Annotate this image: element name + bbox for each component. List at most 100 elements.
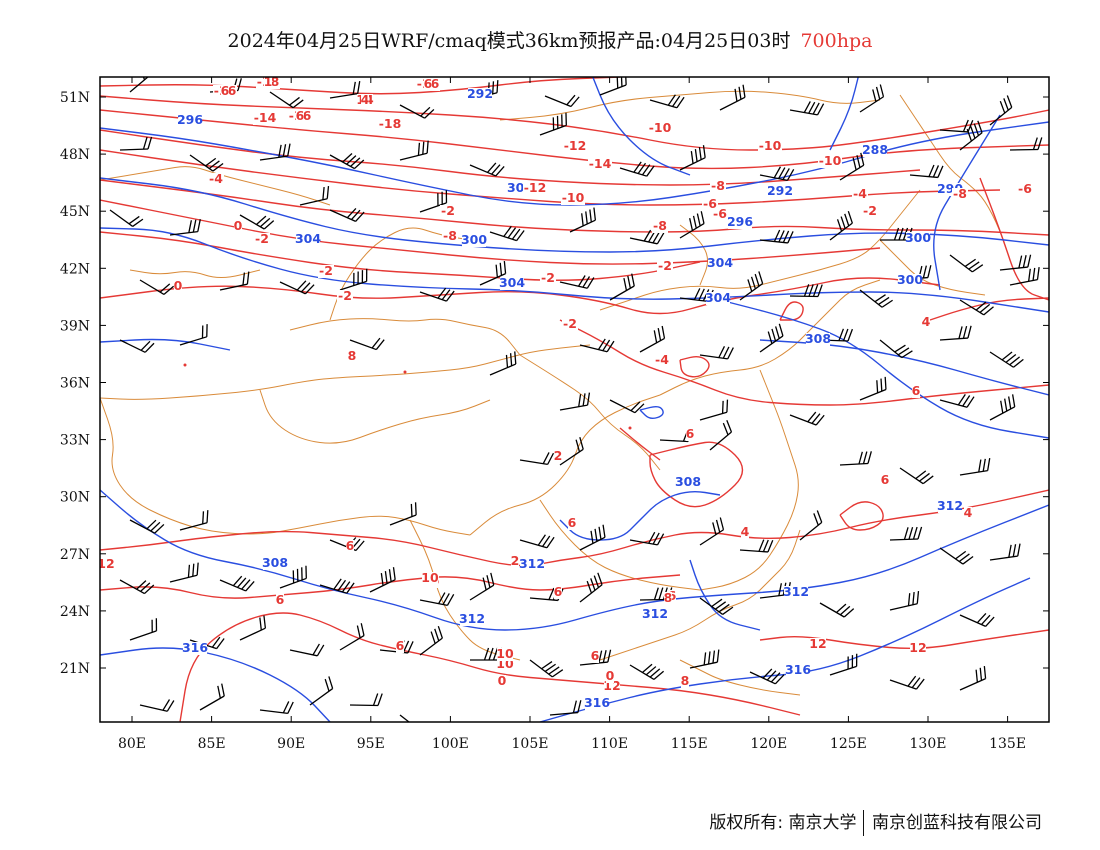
temperature-contour — [929, 297, 1049, 321]
latitude-axis: 51N 48N 45N 42N 39N 36N 33N 30N 27N 24N 21N — [60, 90, 90, 677]
wind-barb — [329, 207, 365, 222]
wind-barb — [469, 572, 495, 601]
temperature-contour — [679, 355, 710, 378]
label-background — [296, 233, 320, 246]
province-borders — [100, 90, 1011, 696]
label-background — [520, 558, 544, 571]
wind-barb — [949, 254, 984, 273]
height-label: 312 — [519, 556, 545, 571]
height-label: 300 — [905, 230, 931, 245]
lat-tick-label: 24N — [60, 604, 90, 620]
border-line — [329, 227, 471, 321]
label-background — [863, 144, 887, 157]
lat-tick-label: 42N — [60, 261, 90, 277]
wind-barb — [829, 210, 853, 241]
temperature-label: 2 — [554, 448, 563, 463]
wind-barb — [759, 166, 795, 181]
label-background — [606, 670, 614, 683]
border-line — [129, 269, 261, 278]
temperature-label: 6 — [568, 515, 577, 530]
label-background — [554, 586, 562, 599]
temperature-label: -8 — [653, 218, 667, 233]
wind-barb — [539, 112, 567, 136]
lat-tick-label: 21N — [60, 661, 90, 677]
temperature-label: 0 — [234, 218, 243, 233]
temperature-label: -2 — [658, 258, 672, 273]
height-label: 316 — [785, 662, 811, 677]
wind-barb — [199, 683, 225, 711]
label-background — [523, 182, 547, 195]
temperature-label: 6 — [396, 638, 405, 653]
border-line — [679, 659, 801, 696]
wind-barb — [489, 225, 525, 242]
temperature-label: 6 — [346, 538, 355, 553]
label-background — [710, 180, 726, 193]
height-label: 304 — [295, 231, 321, 246]
wind-barbs — [109, 77, 1043, 722]
label-background — [862, 205, 878, 218]
label-background — [563, 140, 587, 153]
lat-tick-label: 33N — [60, 433, 90, 449]
wind-barb — [559, 436, 584, 466]
temperature-label: 6 — [668, 588, 677, 603]
label-background — [784, 586, 808, 599]
wind-barb — [559, 275, 595, 289]
lon-tick-label: 90E — [277, 736, 305, 752]
label-background — [758, 140, 782, 153]
label-background — [234, 220, 242, 233]
height-label: 312 — [642, 606, 668, 621]
temperature-label: 12 — [909, 640, 926, 655]
temperature-label: -4 — [209, 171, 223, 186]
label-background — [664, 592, 672, 605]
wind-barb — [419, 190, 448, 213]
wind-barb — [759, 323, 784, 353]
temperature-contour — [759, 629, 1049, 650]
temperature-label: 4 — [361, 92, 370, 107]
label-background — [585, 697, 609, 710]
temperature-label: 6 — [296, 108, 305, 123]
lon-tick-label: 130E — [910, 736, 947, 752]
wind-barb — [169, 219, 201, 236]
wind-barb — [329, 152, 365, 170]
wind-barb — [399, 104, 435, 119]
height-label: 292 — [467, 86, 493, 101]
wind-barb — [544, 94, 580, 108]
temperature-label: -2 — [563, 316, 577, 331]
wind-barb — [989, 394, 1016, 421]
wind-barb — [699, 517, 725, 546]
label-background — [591, 650, 599, 663]
height-label: 304 — [707, 255, 733, 270]
height-label: 316 — [182, 640, 208, 655]
wind-barb — [999, 254, 1032, 271]
temperature-contour — [100, 149, 1001, 206]
copyright-footer: 版权所有: 南京大学 南京创蓝科技有限公司 — [709, 808, 1042, 836]
temperature-label: -2 — [319, 263, 333, 278]
lon-tick-label: 135E — [989, 736, 1026, 752]
wind-barb — [579, 649, 612, 666]
label-background — [881, 474, 889, 487]
label-background — [208, 173, 224, 186]
wind-barb — [939, 547, 974, 565]
label-background — [702, 198, 718, 211]
wind-barb — [279, 565, 307, 589]
height-label: 304 — [499, 275, 525, 290]
temperature-contour — [779, 301, 804, 321]
label-background — [810, 638, 826, 651]
height-contour — [639, 405, 664, 420]
temperature-label: 6 — [912, 383, 921, 398]
lat-tick-label: 39N — [60, 318, 90, 334]
wind-barb — [699, 399, 729, 421]
wind-barb — [629, 229, 665, 245]
temperature-label: -8 — [953, 186, 967, 201]
border-line — [409, 519, 521, 661]
wind-barb — [369, 567, 396, 593]
temperature-label: 6 — [686, 426, 695, 441]
height-contour — [100, 177, 1049, 253]
wind-barb — [889, 675, 925, 690]
wind-barb — [989, 95, 1013, 126]
temperature-contour — [100, 129, 921, 186]
wind-barb — [419, 287, 455, 302]
temperature-label: -8 — [711, 178, 725, 193]
temperature-label: 10 — [496, 646, 514, 661]
